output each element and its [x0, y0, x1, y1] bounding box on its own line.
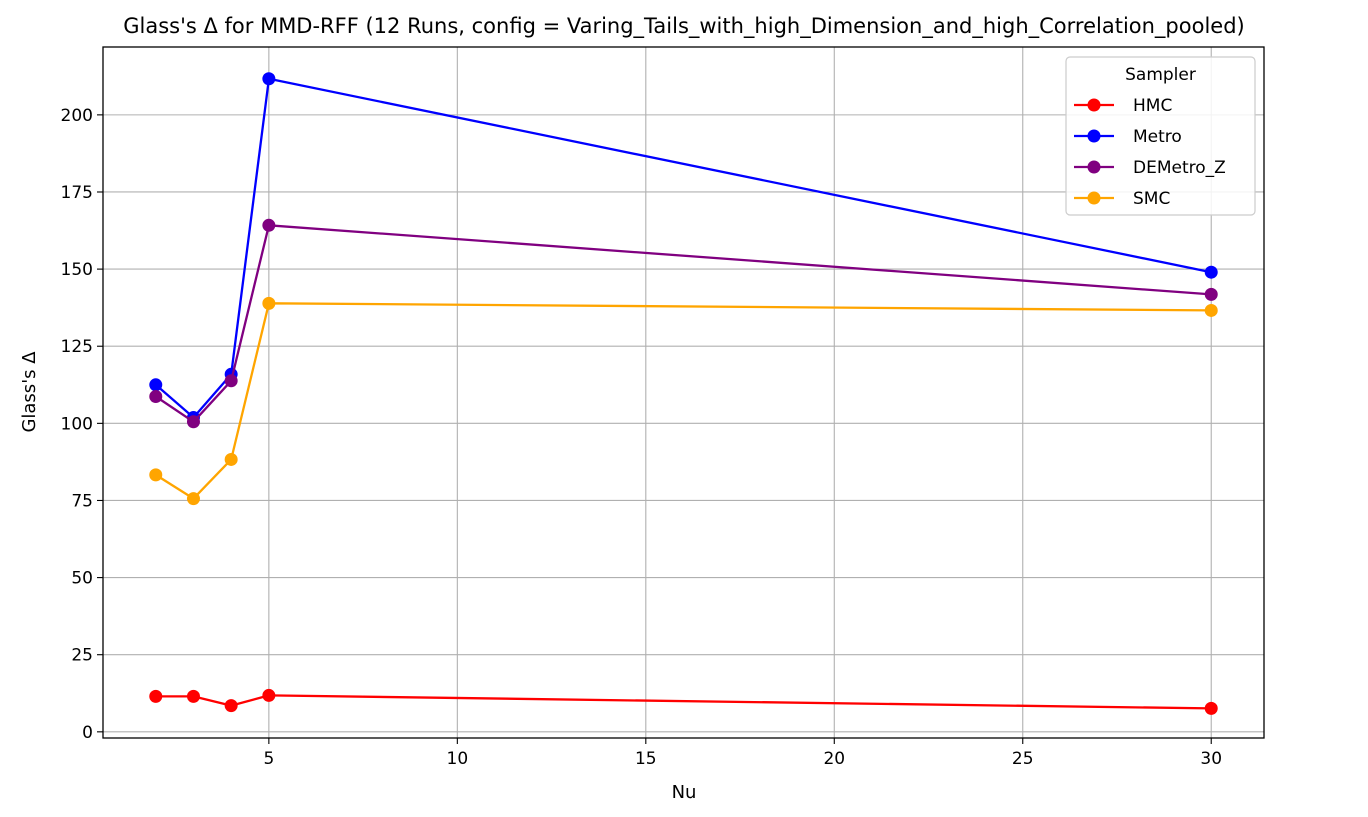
data-point-metro	[1204, 265, 1218, 279]
chart-title: Glass's Δ for MMD-RFF (12 Runs, config =…	[123, 14, 1245, 39]
x-tick-label: 5	[263, 749, 274, 769]
data-point-demetro-z	[224, 374, 238, 388]
series-line-metro	[155, 77, 1212, 419]
legend-swatch-marker	[1087, 191, 1101, 205]
legend-title: Sampler	[1125, 65, 1196, 85]
data-point-hmc	[149, 689, 163, 703]
series-hmc	[149, 688, 1218, 715]
y-tick-label: 75	[71, 491, 93, 511]
legend-item-smc: SMC	[1074, 189, 1170, 209]
data-point-smc	[224, 452, 238, 466]
y-tick-label: 175	[61, 183, 93, 203]
x-tick-label: 30	[1200, 749, 1222, 769]
legend-label: HMC	[1133, 96, 1172, 116]
series-demetro-z	[149, 218, 1218, 429]
legend: Sampler HMC Metro DEMetro_Z SMC	[1065, 56, 1256, 216]
legend-item-metro: Metro	[1074, 127, 1182, 147]
x-tick-label: 25	[1012, 749, 1034, 769]
x-tick-label: 20	[823, 749, 845, 769]
data-point-demetro-z	[149, 390, 163, 404]
legend-swatch-marker	[1087, 129, 1101, 143]
data-point-demetro-z	[1204, 287, 1218, 301]
legend-swatch-marker	[1087, 160, 1101, 174]
data-point-metro	[262, 72, 276, 86]
legend-frame	[1065, 56, 1256, 216]
y-tick-label: 125	[61, 337, 93, 357]
series-metro	[149, 72, 1218, 424]
x-axis-label: Nu	[672, 782, 697, 803]
y-tick-label: 0	[82, 723, 93, 743]
legend-label: Metro	[1133, 127, 1182, 147]
y-tick-label: 200	[61, 106, 93, 126]
y-tick-label: 25	[71, 646, 93, 666]
series-layer	[149, 72, 1218, 715]
y-tick-label: 100	[61, 414, 93, 434]
legend-label: SMC	[1133, 189, 1170, 209]
data-point-hmc	[186, 689, 200, 703]
legend-item-hmc: HMC	[1074, 96, 1172, 116]
data-point-demetro-z	[186, 415, 200, 429]
data-point-hmc	[224, 699, 238, 713]
ticks: 5 10 15 20 25 30 0 25 50 75 100 125 150 175 200	[61, 106, 1223, 769]
data-point-hmc	[1204, 701, 1218, 715]
y-tick-label: 50	[71, 569, 93, 589]
data-point-smc	[149, 468, 163, 482]
data-point-smc	[1204, 303, 1218, 317]
y-tick-label: 150	[61, 260, 93, 280]
x-tick-label: 10	[447, 749, 469, 769]
series-line-demetro-z	[155, 224, 1212, 423]
data-point-hmc	[262, 688, 276, 702]
data-point-smc	[262, 296, 276, 310]
x-tick-label: 15	[635, 749, 657, 769]
legend-swatch-marker	[1087, 98, 1101, 112]
data-point-smc	[186, 492, 200, 506]
data-point-metro	[149, 378, 163, 392]
y-axis-label: Glass's Δ	[19, 351, 40, 433]
series-line-hmc	[155, 694, 1212, 710]
series-smc	[149, 296, 1218, 506]
plot-frame	[102, 46, 1265, 739]
data-point-demetro-z	[262, 218, 276, 232]
legend-item-demetro-z: DEMetro_Z	[1074, 158, 1226, 178]
legend-label: DEMetro_Z	[1133, 158, 1226, 178]
series-line-smc	[155, 302, 1212, 500]
